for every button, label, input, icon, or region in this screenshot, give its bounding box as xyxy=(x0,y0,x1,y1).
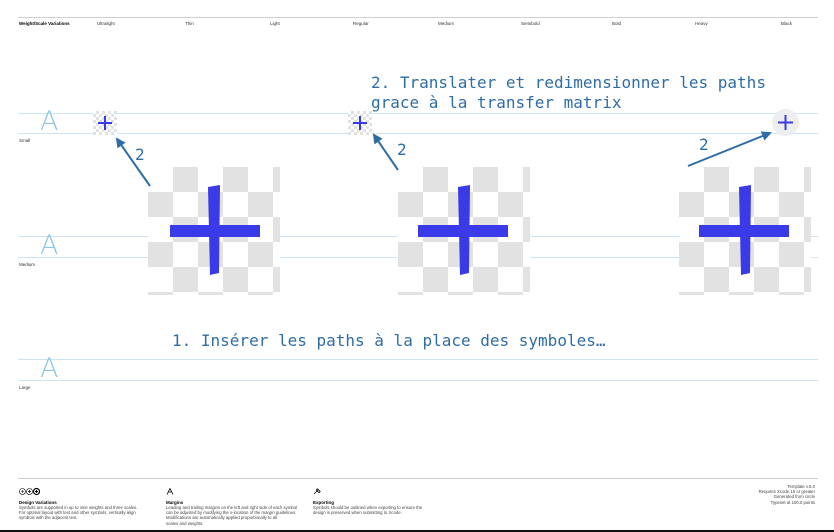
zoom-preview-ultralight xyxy=(148,167,280,295)
footer-design-variations: Design Variations Symbols are supported … xyxy=(19,482,149,521)
footer-margins-line: scales and weights. xyxy=(166,520,204,526)
row-label-small: Small xyxy=(19,138,31,143)
header-col-bold: Bold xyxy=(612,21,622,26)
top-rule xyxy=(18,17,818,18)
header-col-semibold: Semibold xyxy=(521,21,540,26)
header-col-weight-scale: Weight/Scale Variations xyxy=(19,21,70,26)
header-col-light: Light xyxy=(270,21,280,26)
header-col-heavy: Heavy xyxy=(695,21,708,26)
footer-margins-line: Leading and trailing margins on the left… xyxy=(166,505,298,510)
footer-exporting-line: design is preserved when submitting to X… xyxy=(313,510,402,516)
arrow-to-ultralight xyxy=(115,137,151,187)
footer-design-line: For optimal layout with text and other s… xyxy=(19,510,136,516)
header-col-black: Black xyxy=(781,21,793,26)
header-col-regular: Regular xyxy=(353,21,369,26)
margin-a-icon xyxy=(166,487,174,495)
guide-small-top xyxy=(18,113,818,114)
footer-margins: Margins Leading and trailing margins on … xyxy=(166,482,306,526)
header-col-ultralight: Ultralight xyxy=(97,21,115,26)
exporting-tool-icon xyxy=(313,488,321,495)
plus-icon xyxy=(170,185,260,275)
reference-glyph-large: A xyxy=(40,353,59,384)
footer-design-line: Symbols are supported in up to nine weig… xyxy=(19,505,138,510)
zoom-preview-black xyxy=(679,167,811,295)
footer-design-title: Design Variations xyxy=(19,500,57,505)
step-marker-ultralight: 2 xyxy=(135,145,145,164)
footer-margins-title: Margins xyxy=(166,500,184,505)
footer-rule xyxy=(18,478,818,479)
footer-exporting-title: Exporting xyxy=(313,500,334,505)
template-version: Template v.5.0 xyxy=(787,484,815,489)
row-label-large: Large xyxy=(19,385,31,390)
plus-icon xyxy=(98,116,112,130)
template-source: Generated from circle xyxy=(773,494,815,500)
footer-margins-line: can be adjusted by modifying the x-locat… xyxy=(166,510,297,516)
variation-circles-icon xyxy=(19,487,41,496)
template-typeset: Typeset at 100.0 points xyxy=(770,499,815,505)
header-col-thin: Thin xyxy=(185,21,194,26)
symbol-small-ultralight[interactable] xyxy=(93,111,117,135)
reference-glyph-small: A xyxy=(40,106,59,137)
annotation-step2-line2: grace à la transfer matrix xyxy=(371,93,622,112)
symbol-small-regular[interactable] xyxy=(348,111,372,135)
plus-icon xyxy=(418,185,508,275)
step-marker-black: 2 xyxy=(699,135,709,154)
guide-large-top xyxy=(18,359,818,360)
arrow-to-regular xyxy=(372,133,399,171)
footer-exporting: Exporting Symbols should be outlined whe… xyxy=(313,482,443,515)
header-col-medium: Medium xyxy=(438,21,455,26)
footer-margins-line: Modifications are automatically applied … xyxy=(166,515,278,521)
guide-small-bottom xyxy=(18,133,818,134)
template-requirement: Requires Xcode 15 or greater xyxy=(758,489,815,495)
footer-design-line: symbols with the adjacent text. xyxy=(19,515,78,521)
footer-template-info: Template v.5.0 Requires Xcode 15 or grea… xyxy=(695,484,815,505)
reference-glyph-medium: A xyxy=(40,230,59,261)
row-label-medium: Medium xyxy=(19,262,36,267)
zoom-preview-regular xyxy=(398,167,530,295)
footer-exporting-line: Symbols should be outlined when exportin… xyxy=(313,505,423,510)
guide-large-bottom xyxy=(18,380,818,381)
plus-icon xyxy=(699,185,789,275)
annotation-step2-line1: 2. Translater et redimensionner les path… xyxy=(371,73,766,92)
annotation-step1: 1. Insérer les paths à la place des symb… xyxy=(172,331,606,350)
plus-icon xyxy=(778,115,793,130)
symbol-small-black[interactable] xyxy=(772,109,799,136)
bottom-edge xyxy=(0,530,834,532)
plus-icon xyxy=(353,116,367,130)
step-marker-regular: 2 xyxy=(397,140,407,159)
